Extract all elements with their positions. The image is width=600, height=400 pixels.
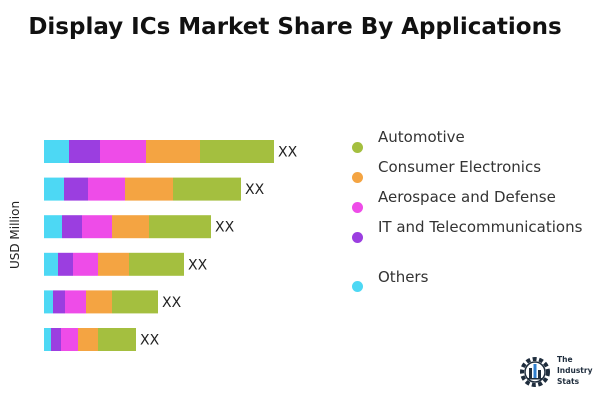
- bar-segment-row4-it-and-telecommunications: [58, 252, 73, 276]
- legend-label-consumer-electronics: Consumer Electronics: [378, 158, 542, 176]
- bar-segment-row2-aerospace-and-defense: [88, 177, 125, 201]
- bar-segment-row4-automotive: [129, 252, 184, 276]
- bar-segment-row6-it-and-telecommunications: [51, 328, 61, 351]
- logo-text: The Industry Stats: [557, 355, 593, 386]
- brand-logo: The Industry Stats: [515, 352, 595, 392]
- data-label-row1: XX: [278, 145, 298, 161]
- legend-swatch-consumer-electronics: [352, 172, 363, 183]
- bar-segment-row1-others: [44, 140, 69, 163]
- legend-swatch-others: [352, 281, 363, 292]
- bar-segment-row3-automotive: [149, 215, 211, 239]
- data-label-row2: XX: [245, 182, 265, 198]
- data-label-row5: XX: [162, 295, 182, 311]
- bar-segment-row5-consumer-electronics: [86, 290, 112, 314]
- legend-swatch-it-and-telecommunications: [352, 232, 363, 243]
- bar-segment-row5-aerospace-and-defense: [65, 290, 86, 314]
- legend-label-it-and-telecommunications: IT and Telecommunications: [378, 218, 583, 236]
- gear-city-logo-icon: [520, 357, 550, 387]
- bar-segment-row5-others: [44, 290, 53, 314]
- legend-label-automotive: Automotive: [378, 128, 465, 146]
- bar-segment-row3-others: [44, 215, 62, 239]
- bar-segment-row1-it-and-telecommunications: [69, 140, 100, 163]
- bar-segment-row1-aerospace-and-defense: [100, 140, 146, 163]
- chart-title: Display ICs Market Share By Applications: [28, 14, 562, 40]
- bar-segment-row2-automotive: [173, 177, 241, 201]
- bar-segment-row3-aerospace-and-defense: [82, 215, 112, 239]
- bar-segment-row2-consumer-electronics: [125, 177, 173, 201]
- bar-segment-row3-consumer-electronics: [112, 215, 149, 239]
- bar-segment-row6-aerospace-and-defense: [61, 328, 78, 351]
- bar-segment-row4-aerospace-and-defense: [73, 252, 98, 276]
- bar-segment-row2-others: [44, 177, 64, 201]
- data-label-row6: XX: [140, 333, 160, 349]
- legend-label-aerospace-and-defense: Aerospace and Defense: [378, 188, 556, 206]
- bar-segment-row2-it-and-telecommunications: [64, 177, 88, 201]
- bar-segment-row6-others: [44, 328, 51, 351]
- bar-segment-row6-consumer-electronics: [78, 328, 98, 351]
- bar-segment-row1-automotive: [200, 140, 274, 163]
- bar-segment-row1-consumer-electronics: [146, 140, 200, 163]
- bar-segment-row5-it-and-telecommunications: [53, 290, 65, 314]
- bar-segment-row6-automotive: [98, 328, 136, 351]
- data-label-row4: XX: [188, 257, 208, 273]
- y-axis-label: USD Million: [8, 200, 22, 270]
- bar-segment-row4-consumer-electronics: [98, 252, 129, 276]
- bar-segment-row3-it-and-telecommunications: [62, 215, 82, 239]
- bar-segment-row4-others: [44, 252, 58, 276]
- legend-label-others: Others: [378, 268, 429, 286]
- bar-segment-row5-automotive: [112, 290, 158, 314]
- legend-swatch-aerospace-and-defense: [352, 202, 363, 213]
- data-label-row3: XX: [215, 220, 235, 236]
- legend-swatch-automotive: [352, 142, 363, 153]
